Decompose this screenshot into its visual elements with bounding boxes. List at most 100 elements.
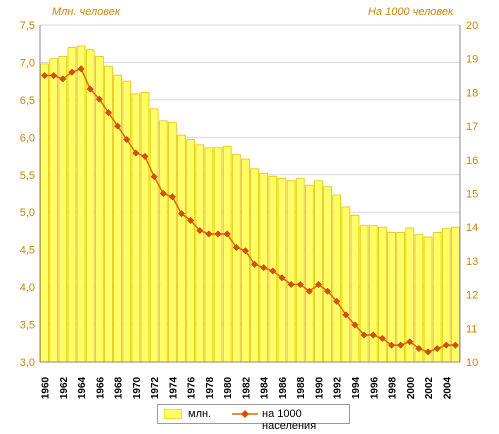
right-tick-label: 13 <box>466 256 478 268</box>
line-marker <box>378 334 386 342</box>
left-tick-label: 3,0 <box>20 357 35 369</box>
line-marker <box>351 321 359 329</box>
bar <box>67 47 77 363</box>
bar <box>231 154 241 363</box>
bar <box>368 225 378 363</box>
bar <box>186 139 196 363</box>
line-marker <box>150 173 158 181</box>
x-tick-label: 1968 <box>114 376 125 399</box>
x-tick-label: 1986 <box>278 376 289 399</box>
x-tick-label: 1962 <box>59 376 70 399</box>
line-marker <box>287 280 295 289</box>
line-marker <box>342 311 350 319</box>
line-marker <box>123 136 131 144</box>
x-tick-label: 1992 <box>333 376 344 399</box>
line-marker <box>77 65 85 73</box>
bar <box>40 63 49 363</box>
x-tick-label: 2000 <box>406 376 417 399</box>
line-marker <box>269 267 277 275</box>
line-marker <box>333 297 341 305</box>
x-tick-label: 1998 <box>388 376 399 399</box>
x-tick-label: 2004 <box>442 376 453 399</box>
bar <box>432 232 442 363</box>
line-marker <box>59 75 67 83</box>
bar <box>85 49 95 363</box>
bar <box>222 145 232 363</box>
line-marker <box>397 341 405 349</box>
x-tick-label: 1976 <box>187 376 198 399</box>
bar <box>241 158 250 363</box>
right-tick-label: 14 <box>466 222 478 234</box>
x-tick-label: 1984 <box>260 376 271 399</box>
line-marker <box>159 189 167 198</box>
line-marker <box>241 247 249 255</box>
bar <box>350 214 360 363</box>
bar <box>76 45 86 363</box>
right-tick-label: 19 <box>466 54 478 66</box>
x-tick-label: 1972 <box>150 376 161 399</box>
bar <box>140 92 150 363</box>
x-axis-ticks: 1960 1962 1964 1966 1968 1970 1972 1974 1976 1978… <box>41 376 454 399</box>
legend-line-swatch <box>232 410 258 418</box>
left-tick-label: 7,0 <box>20 57 35 69</box>
bar <box>131 93 141 363</box>
line-marker <box>324 287 332 295</box>
legend-bar-swatch <box>164 409 182 419</box>
left-tick-label: 6,0 <box>20 132 35 144</box>
line-marker <box>314 280 323 289</box>
left-axis-title: Млн. человек <box>52 6 121 18</box>
left-axis-ticks: 3,0 3,5 4,0 4,5 5,0 5,5 6,0 6,5 7,0 7,5 <box>20 20 35 369</box>
line-marker <box>141 152 149 160</box>
right-axis-title: На 1000 человек <box>368 6 454 18</box>
line-marker <box>223 230 231 238</box>
line-marker <box>196 227 204 235</box>
line-marker <box>114 122 122 130</box>
line-marker <box>68 68 76 76</box>
bar <box>359 225 369 363</box>
line-marker <box>187 216 195 225</box>
left-tick-label: 6,5 <box>20 95 35 107</box>
bar <box>295 178 305 363</box>
line-marker <box>360 331 368 339</box>
left-tick-label: 4,0 <box>20 282 35 294</box>
x-tick-label: 1966 <box>95 376 106 399</box>
x-tick-label: 1982 <box>241 376 252 399</box>
line-path <box>44 67 456 353</box>
bar <box>177 134 186 363</box>
bar <box>168 121 177 363</box>
x-tick-label: 1988 <box>296 376 307 399</box>
x-tick-label: 2002 <box>424 376 435 399</box>
line-series <box>41 65 459 356</box>
bar <box>195 144 205 363</box>
line-marker <box>278 274 286 282</box>
x-tick-label: 1990 <box>314 376 325 399</box>
right-tick-label: 18 <box>466 87 478 99</box>
right-tick-label: 16 <box>466 155 478 167</box>
line-marker <box>214 230 222 238</box>
line-marker <box>205 230 213 238</box>
line-marker <box>433 344 441 353</box>
x-tick-label: 1996 <box>369 376 380 399</box>
line-marker <box>251 260 259 268</box>
x-tick-label: 1980 <box>223 376 234 399</box>
bar <box>314 180 323 363</box>
bar <box>286 180 296 363</box>
right-tick-label: 17 <box>466 121 478 133</box>
line-marker <box>387 341 396 349</box>
bar <box>341 206 351 363</box>
bar <box>323 186 332 363</box>
left-tick-label: 3,5 <box>20 320 35 332</box>
legend: млн. на 1000 населения <box>157 404 350 432</box>
line-marker <box>41 71 49 80</box>
right-tick-label: 11 <box>466 323 477 335</box>
x-tick-label: 1974 <box>168 376 179 399</box>
right-tick-label: 20 <box>466 20 478 32</box>
bar <box>423 236 433 363</box>
bar <box>113 74 122 363</box>
line-marker <box>369 331 377 339</box>
line-marker <box>406 338 414 346</box>
line-marker <box>424 348 432 356</box>
line-marker <box>50 71 58 80</box>
right-tick-label: 15 <box>466 189 478 201</box>
